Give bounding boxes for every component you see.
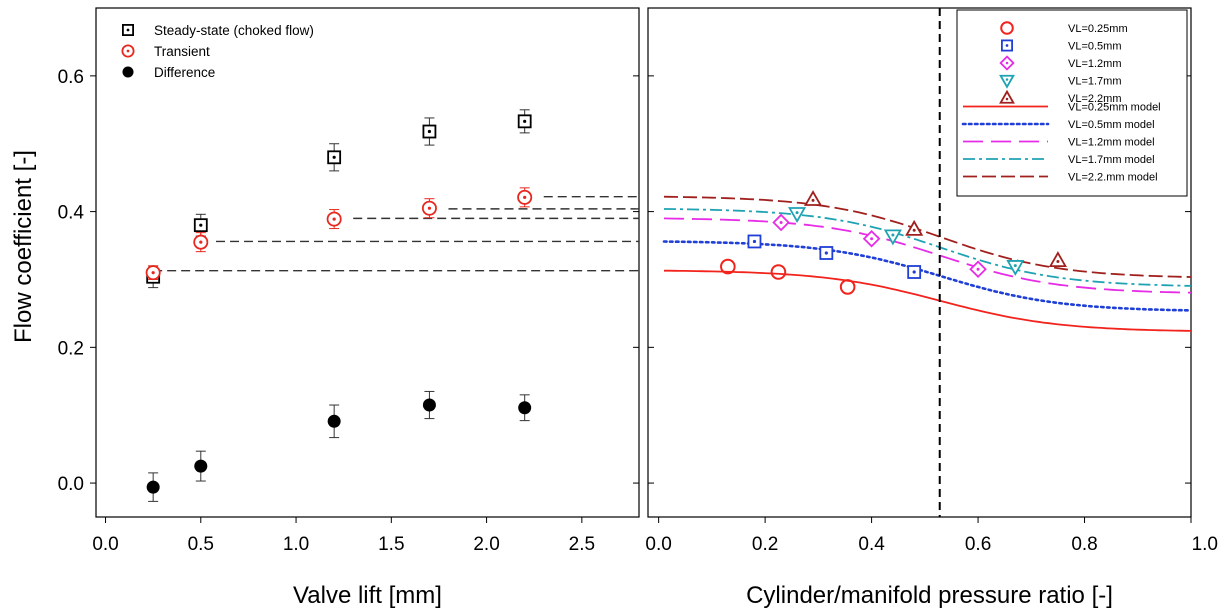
- x-tick-label: 0.6: [965, 534, 991, 555]
- data-point-1: [421, 200, 437, 216]
- x-tick-label: 0.8: [1071, 534, 1097, 555]
- x-tick-label: 1.5: [378, 534, 404, 555]
- data-point-0: [193, 218, 208, 233]
- legend-label: Transient: [154, 44, 210, 59]
- data-point-1: [326, 211, 342, 227]
- legend-label: VL=1.2mm: [1068, 58, 1122, 70]
- data-point-1: [193, 234, 209, 250]
- plot-frame-left: [95, 7, 640, 518]
- x-tick-label: 0.0: [645, 534, 671, 555]
- x-tick-label: 0.2: [752, 534, 778, 555]
- model-curve-3: [664, 208, 1192, 287]
- y-tick-label: 0.2: [58, 338, 84, 359]
- data-point-2: [772, 213, 790, 232]
- model-curve-1: [662, 240, 1193, 312]
- legend-label: VL=1.2mm model: [1068, 137, 1155, 149]
- data-point-2: [518, 401, 532, 415]
- x-tick-label: 1.0: [283, 534, 309, 555]
- legend-box: [956, 9, 1188, 197]
- left-panel: 0.0 0.5 1.0 1.5 2.0 2.5 0.0 0.2 0.4 0.6 Valve lift…: [10, 7, 640, 609]
- y-tick-label: 0.0: [58, 474, 84, 495]
- legend-label: VL=0.25mm: [1068, 23, 1128, 35]
- legend-marker: [999, 55, 1015, 71]
- data-point-2: [969, 260, 987, 279]
- data-point-1: [747, 234, 762, 249]
- legend-label: VL=0.25mm model: [1068, 102, 1161, 114]
- data-point-0: [327, 150, 342, 165]
- data-point-1: [819, 246, 834, 260]
- data-point-1: [907, 265, 922, 279]
- data-point-4: [803, 190, 823, 206]
- x-tick-label: 0.4: [858, 534, 885, 555]
- x-tick-label: 2.5: [569, 534, 595, 555]
- x-axis-title: Cylinder/manifold pressure ratio [-]: [746, 582, 1113, 609]
- data-point-1: [145, 265, 161, 281]
- model-curve-2: [663, 217, 1192, 294]
- data-point-4: [1048, 251, 1067, 267]
- data-point-0: [720, 258, 736, 275]
- legend-label: VL=0.5mm: [1068, 41, 1122, 53]
- data-point-2: [146, 480, 160, 494]
- legend-left: Steady-state (choked flow) Transient Diffe…: [121, 23, 314, 80]
- x-axis-title: Valve lift [mm]: [293, 582, 442, 609]
- data-point-4: [905, 219, 924, 236]
- legend-label: VL=2.2.mm model: [1068, 172, 1158, 184]
- data-point-0: [517, 114, 532, 129]
- x-tick-label: 1.0: [1192, 534, 1218, 555]
- data-point-3: [1006, 260, 1025, 276]
- legend-marker: [122, 66, 134, 78]
- data-point-2: [194, 459, 208, 473]
- x-tick-label: 0.5: [188, 534, 214, 555]
- data-point-2: [862, 229, 881, 248]
- model-curve-0: [664, 269, 1192, 332]
- data-point-2: [327, 414, 341, 428]
- data-point-0: [422, 124, 437, 139]
- x-tick-label: 0.0: [92, 534, 118, 555]
- legend-marker: [122, 23, 135, 36]
- legend-marker: [121, 44, 135, 58]
- y-tick-label: 0.6: [58, 67, 84, 88]
- model-curve-4: [663, 195, 1192, 278]
- data-point-3: [788, 207, 807, 223]
- legend-marker: [999, 89, 1015, 104]
- y-axis-title: Flow coefficient [-]: [10, 150, 37, 343]
- data-point-0: [770, 264, 787, 280]
- legend-marker: [1001, 39, 1014, 52]
- legend-marker: [1000, 21, 1014, 35]
- legend-label: VL=1.7mm: [1068, 76, 1122, 88]
- legend-label: Steady-state (choked flow): [154, 23, 314, 38]
- legend-marker: [999, 74, 1015, 89]
- data-point-1: [517, 189, 533, 205]
- legend-label: VL=2.2mm: [1068, 93, 1122, 105]
- right-panel: 0.0 0.2 0.4 0.6 0.8 1.0 Cylinder/manifold pres…: [645, 7, 1218, 609]
- legend-right: VL=0.25mm VL=0.5mm VL=1.2mm VL=1.7mm VL=2.2m…: [956, 9, 1188, 197]
- plot-frame-right: [647, 7, 1192, 518]
- legend-label: VL=1.7mm model: [1068, 154, 1155, 166]
- data-point-3: [883, 229, 902, 246]
- legend-label: VL=0.5mm model: [1068, 119, 1155, 131]
- y-tick-label: 0.4: [58, 203, 85, 224]
- data-point-0: [839, 279, 856, 295]
- x-tick-label: 2.0: [473, 534, 499, 555]
- data-point-2: [422, 398, 436, 412]
- legend-label: Difference: [154, 65, 215, 80]
